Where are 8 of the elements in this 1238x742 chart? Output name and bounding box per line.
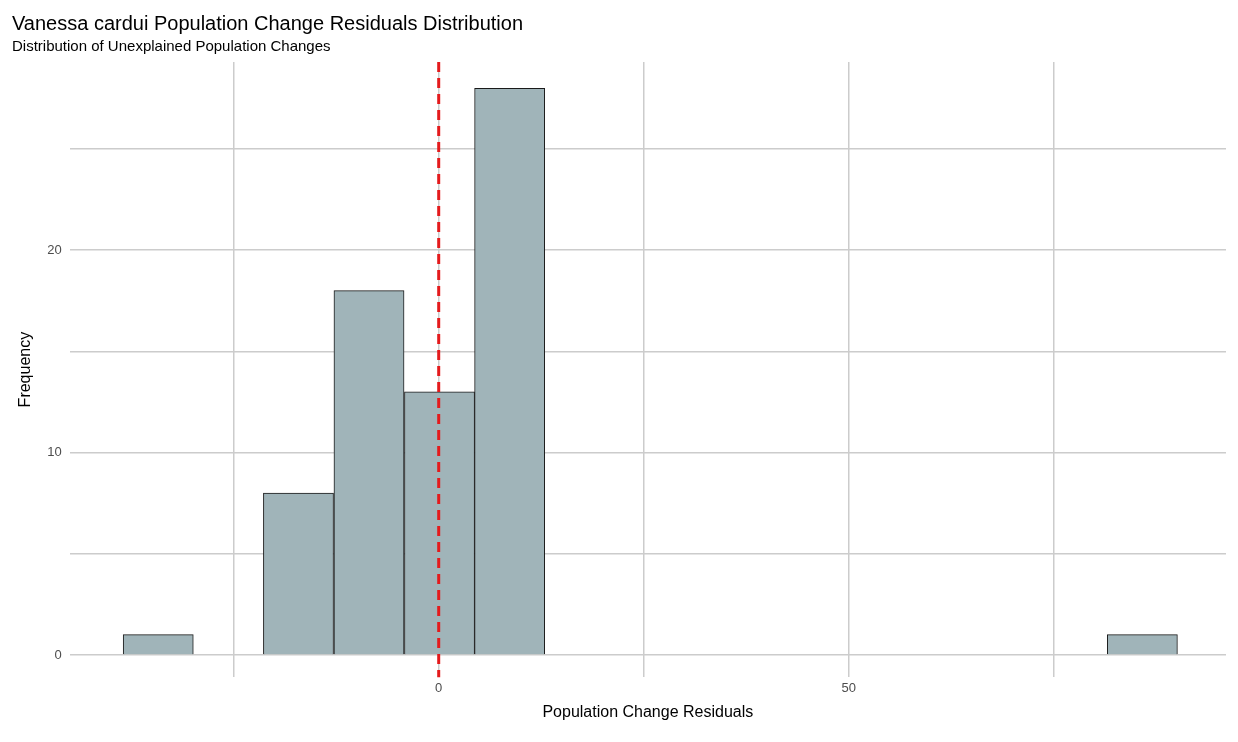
chart-title: Vanessa cardui Population Change Residuals Distribution — [12, 11, 524, 34]
chart-subtitle: Distribution of Unexplained Population Changes — [12, 37, 331, 55]
y-tick-label: 20 — [47, 241, 62, 257]
x-tick-label: 50 — [841, 679, 856, 695]
y-axis-title: Frequency — [16, 331, 34, 408]
y-tick-label: 10 — [47, 444, 62, 460]
x-axis-title: Population Change Residuals — [542, 702, 754, 720]
y-tick-label: 0 — [54, 646, 62, 662]
